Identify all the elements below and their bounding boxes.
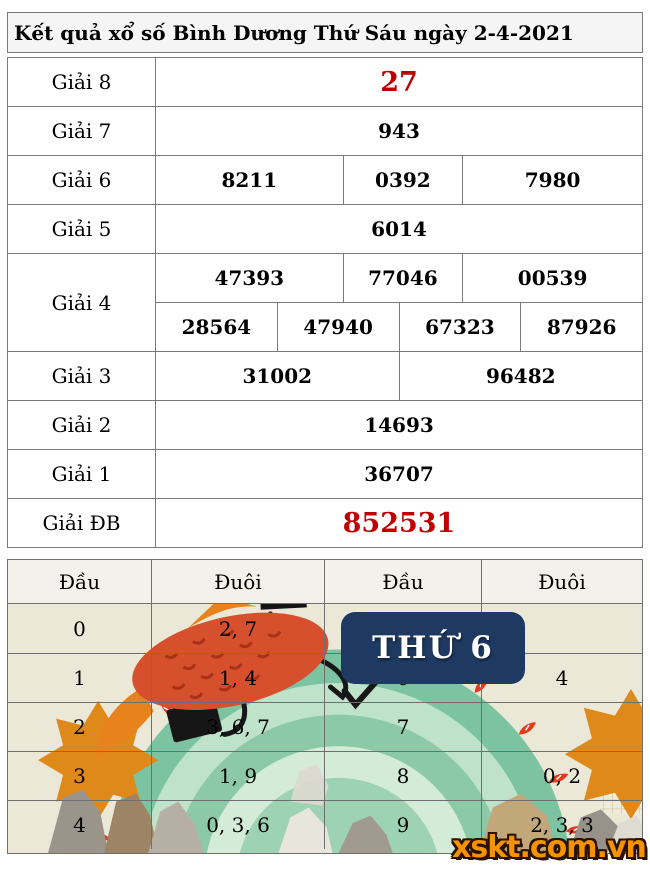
prize-row-giai-db: Giải ĐB 852531 xyxy=(8,498,642,547)
column-header: Đuôi xyxy=(151,560,324,603)
dau-cell: 2 xyxy=(73,715,86,739)
prize-label: Giải 1 xyxy=(8,450,156,498)
prize-value: 0392 xyxy=(342,156,463,204)
prize-label: Giải ĐB xyxy=(8,499,156,547)
prize-row-giai-5: Giải 5 6014 xyxy=(8,204,642,253)
prize-row-giai-4: Giải 4 47393 77046 00539 28564 47940 673… xyxy=(8,253,642,351)
prize-value: 00539 xyxy=(462,254,642,302)
site-watermark: xskt.com.vn xyxy=(452,830,647,865)
page-title: Kết quả xổ số Bình Dương Thứ Sáu ngày 2-… xyxy=(7,12,643,53)
duoi-cell: 0, 3, 6 xyxy=(151,801,324,849)
prize-value: 14693 xyxy=(364,413,434,437)
table-row: 0 2, 7 5 xyxy=(8,604,642,653)
prize-value: 28564 xyxy=(181,315,252,339)
prize-label: Giải 5 xyxy=(8,205,156,253)
thu6-badge: THỨ 6 xyxy=(341,612,525,684)
prize-value: 67323 xyxy=(398,303,521,351)
prize-value: 31002 xyxy=(242,364,313,388)
table-row: 2 3, 6, 7 7 xyxy=(8,702,642,751)
dau-cell: 7 xyxy=(324,703,481,751)
table-row: 4 0, 3, 6 9 2, 3, 3 xyxy=(8,800,642,849)
prize-label: Giải 3 xyxy=(8,352,156,400)
dau-cell: 9 xyxy=(324,801,481,849)
dau-duoi-body: 0 2, 7 5 1 1, 4 6 4 2 3, 6, 7 7 3 1, 9 8 xyxy=(8,604,642,853)
prize-row-giai-2: Giải 2 14693 xyxy=(8,400,642,449)
prize-value: 47940 xyxy=(276,303,399,351)
duoi-cell: 1, 9 xyxy=(151,752,324,800)
prize-label: Giải 4 xyxy=(8,254,156,351)
duoi-cell: 0, 2 xyxy=(481,752,642,800)
gear-icon xyxy=(564,688,642,820)
prize-label: Giải 7 xyxy=(8,107,156,155)
duoi-cell: 2, 3, 3 xyxy=(481,801,642,849)
prize-subrow: 28564 47940 67323 87926 xyxy=(156,302,642,351)
dau-duoi-header-row: Đầu Đuôi Đầu Đuôi xyxy=(8,560,642,604)
duoi-cell: 3, 6, 7 xyxy=(151,703,324,751)
dau-cell: 4 xyxy=(73,813,86,837)
column-header: Đầu xyxy=(58,569,101,594)
dau-duoi-table: Đầu Đuôi Đầu Đuôi xyxy=(7,559,643,854)
prize-label: Giải 6 xyxy=(8,156,156,204)
prize-value: 27 xyxy=(380,66,418,98)
lottery-results-page: Kết quả xổ số Bình Dương Thứ Sáu ngày 2-… xyxy=(0,12,650,870)
prize-row-giai-6: Giải 6 8211 0392 7980 xyxy=(8,155,642,204)
prize-value: 943 xyxy=(378,119,420,143)
prize-row-giai-3: Giải 3 31002 96482 xyxy=(8,351,642,400)
duoi-cell: 2, 7 xyxy=(151,604,324,653)
prize-label: Giải 8 xyxy=(8,58,156,106)
duoi-cell xyxy=(481,703,642,751)
dau-cell: 0 xyxy=(73,616,86,641)
fish-icon xyxy=(96,604,329,757)
table-row: 1 1, 4 6 4 xyxy=(8,653,642,702)
duoi-cell: 1, 4 xyxy=(151,654,324,702)
prize-row-giai-8: Giải 8 27 xyxy=(8,58,642,106)
prize-row-giai-7: Giải 7 943 xyxy=(8,106,642,155)
rocks-graphic xyxy=(48,764,642,853)
dau-cell: 3 xyxy=(73,764,86,788)
prize-value: 87926 xyxy=(520,303,642,351)
prize-subrow: 47393 77046 00539 xyxy=(156,254,642,302)
dau-cell: 8 xyxy=(324,752,481,800)
prize-value: 96482 xyxy=(398,352,643,400)
column-header: Đầu xyxy=(324,560,481,603)
prize-value: 852531 xyxy=(342,507,456,539)
dau-cell: 1 xyxy=(73,666,86,690)
prize-value: 6014 xyxy=(371,217,427,241)
prize-value: 47393 xyxy=(214,266,285,290)
prize-table: Giải 8 27 Giải 7 943 Giải 6 8211 0392 79… xyxy=(7,57,643,548)
prize-label: Giải 2 xyxy=(8,401,156,449)
lottery-illustration xyxy=(8,604,642,853)
column-header: Đuôi xyxy=(481,560,642,603)
prize-row-giai-1: Giải 1 36707 xyxy=(8,449,642,498)
table-row: 3 1, 9 8 0, 2 xyxy=(8,751,642,800)
prize-value: 8211 xyxy=(221,168,278,192)
top-hat-icon xyxy=(260,604,307,610)
prize-value: 7980 xyxy=(462,156,642,204)
prize-value: 36707 xyxy=(364,462,434,486)
prize-value: 77046 xyxy=(342,254,463,302)
